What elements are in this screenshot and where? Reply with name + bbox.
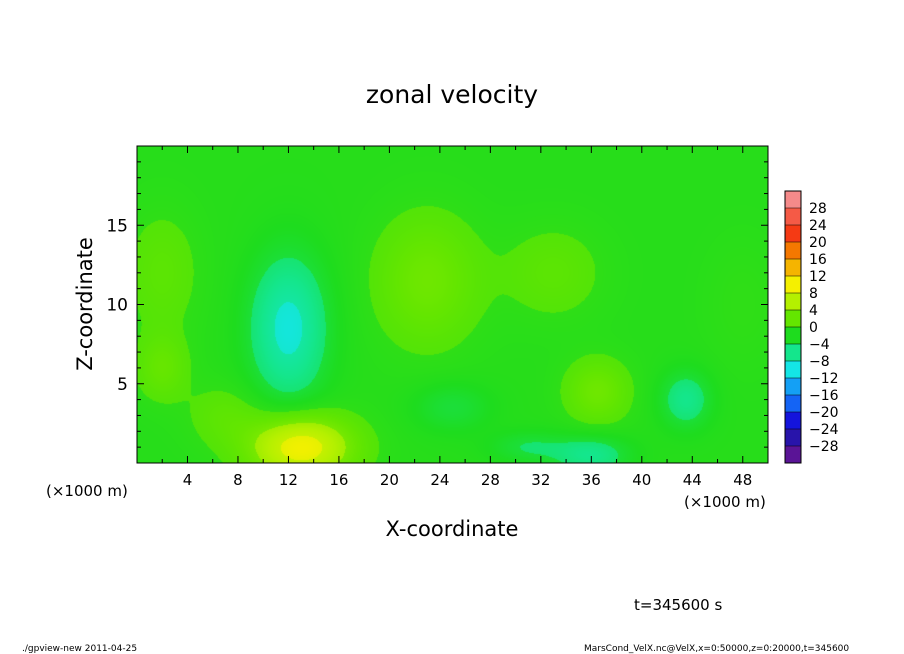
colorbar-swatch [785, 446, 801, 464]
colorbar-swatch [785, 208, 801, 226]
colorbar-swatch [785, 429, 801, 447]
colorbar-swatch [785, 276, 801, 294]
x-tick-label: 8 [233, 471, 243, 489]
colorbar-swatch [785, 412, 801, 430]
colorbar-label: 4 [809, 303, 818, 319]
colorbar-label: 0 [809, 320, 818, 336]
colorbar-swatch [785, 327, 801, 345]
colorbar-label: 8 [809, 286, 818, 302]
x-axis-label: X-coordinate [386, 517, 519, 541]
colorbar-label: 12 [809, 269, 827, 285]
velocity-field [137, 146, 768, 463]
footer-right: MarsCond_VelX.nc@VelX,x=0:50000,z=0:2000… [584, 644, 849, 654]
time-label: t=345600 s [634, 596, 722, 614]
colorbar-swatch [785, 242, 801, 260]
x-tick-label: 28 [481, 471, 500, 489]
x-tick-label: 44 [683, 471, 702, 489]
colorbar-label: 20 [809, 235, 827, 251]
y-axis-ticks: 5 10 15 [106, 161, 768, 448]
colorbar-swatch [785, 361, 801, 379]
colorbar-swatch [785, 310, 801, 328]
colorbar-swatch [785, 344, 801, 362]
x-tick-label: 48 [733, 471, 752, 489]
colorbar-label: −20 [809, 405, 839, 421]
colorbar-label: −8 [809, 354, 830, 370]
colorbar-label: −12 [809, 371, 839, 387]
footer-left: ./gpview-new 2011-04-25 [22, 644, 137, 654]
x-tick-label: 40 [632, 471, 651, 489]
colorbar-label: −4 [809, 337, 830, 353]
colorbar-label: 24 [809, 218, 827, 234]
colorbar-label: −24 [809, 422, 839, 438]
x-tick-label: 20 [380, 471, 399, 489]
y-axis-label: Z-coordinate [73, 237, 97, 371]
colorbar-swatch [785, 225, 801, 243]
x-unit-right: (×1000 m) [684, 493, 766, 511]
x-tick-label: 12 [279, 471, 298, 489]
colorbar-label: 28 [809, 201, 827, 217]
x-unit-left: (×1000 m) [46, 482, 128, 500]
x-tick-label: 4 [183, 471, 193, 489]
x-tick-label: 32 [531, 471, 550, 489]
y-tick-label: 5 [117, 375, 128, 395]
colorbar-swatch [785, 378, 801, 396]
plot-area [136, 145, 769, 464]
colorbar-swatch [785, 395, 801, 413]
y-tick-label: 10 [106, 296, 128, 316]
colorbar-label: −28 [809, 439, 839, 455]
colorbar-label: −16 [809, 388, 839, 404]
colorbar-swatch [785, 259, 801, 277]
colorbar-label: 16 [809, 252, 827, 268]
x-axis-ticks: 4 8 12 16 20 24 28 32 36 40 44 48 [161, 146, 752, 489]
x-tick-label: 16 [329, 471, 348, 489]
x-tick-label: 24 [430, 471, 449, 489]
y-tick-label: 15 [106, 216, 128, 236]
colorbar-swatch [785, 293, 801, 311]
x-tick-label: 36 [582, 471, 601, 489]
colorbar-swatch [785, 191, 801, 209]
chart-title: zonal velocity [366, 80, 538, 109]
